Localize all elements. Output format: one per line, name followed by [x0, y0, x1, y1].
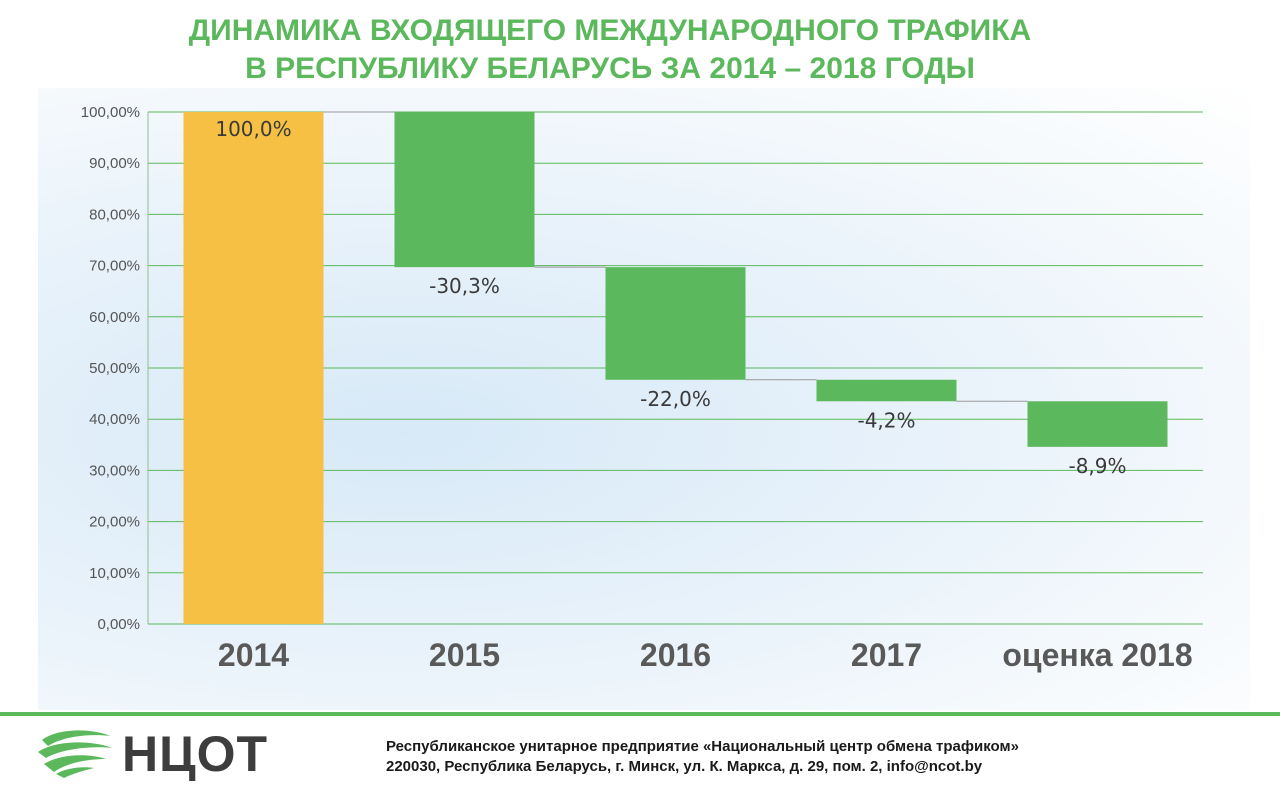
y-tick-label: 90,00% — [89, 155, 140, 172]
logo-text: НЦОТ — [122, 726, 269, 782]
bar-оценка-2018 — [1027, 401, 1168, 447]
bars — [183, 112, 1168, 624]
waterfall-chart: 0,00% 10,00% 20,00% 30,00% 40,00% 50,00% 60,00… — [81, 104, 1203, 673]
ncot-globe-logo-icon — [36, 726, 114, 783]
data-label: 100,0% — [215, 117, 291, 141]
bar-2017 — [816, 379, 957, 402]
x-axis-tick-labels: 2014 2015 2016 2017 оценка 2018 — [218, 637, 1193, 673]
footer-divider — [0, 712, 1280, 716]
y-tick-label: 50,00% — [89, 360, 140, 377]
y-tick-label: 70,00% — [89, 258, 140, 275]
y-tick-label: 20,00% — [89, 514, 140, 531]
y-axis-tick-labels: 0,00% 10,00% 20,00% 30,00% 40,00% 50,00% 60,00… — [81, 104, 140, 633]
ncot-logo: НЦОТ — [36, 726, 268, 782]
org-name: Республиканское унитарное предприятие «Н… — [386, 738, 1019, 755]
chart-panel: 0,00% 10,00% 20,00% 30,00% 40,00% 50,00% 60,00… — [38, 88, 1250, 710]
data-labels: 100,0% -30,3% -22,0% -4,2% -8,9% — [215, 117, 1126, 478]
x-tick-label: оценка 2018 — [1002, 637, 1192, 673]
x-tick-label: 2016 — [640, 637, 711, 673]
chart-title: ДИНАМИКА ВХОДЯЩЕГО МЕЖДУНАРОДНОГО ТРАФИК… — [0, 12, 1220, 88]
x-tick-label: 2014 — [218, 637, 289, 673]
y-tick-label: 80,00% — [89, 206, 140, 223]
y-tick-label: 10,00% — [89, 565, 140, 582]
x-tick-label: 2017 — [851, 637, 922, 673]
chart-title-line-2: В РЕСПУБЛИКУ БЕЛАРУСЬ ЗА 2014 – 2018 ГОД… — [245, 52, 975, 85]
bar-2016 — [605, 267, 746, 380]
y-tick-label: 40,00% — [89, 411, 140, 428]
chart-title-line-1: ДИНАМИКА ВХОДЯЩЕГО МЕЖДУНАРОДНОГО ТРАФИК… — [188, 14, 1032, 47]
org-address: 220030, Республика Беларусь, г. Минск, у… — [386, 758, 983, 775]
connectors — [323, 111, 1028, 402]
data-label: -4,2% — [857, 408, 915, 432]
data-label: -8,9% — [1068, 454, 1126, 478]
bar-2014 — [183, 112, 324, 624]
y-tick-label: 60,00% — [89, 309, 140, 326]
bar-2015 — [394, 112, 535, 268]
x-tick-label: 2015 — [429, 637, 500, 673]
data-label: -30,3% — [429, 274, 500, 298]
y-tick-label: 30,00% — [89, 462, 140, 479]
data-label: -22,0% — [640, 387, 711, 411]
y-tick-label: 100,00% — [81, 104, 140, 121]
organization-info: Республиканское унитарное предприятие «Н… — [386, 737, 1019, 777]
y-tick-label: 0,00% — [97, 616, 140, 633]
